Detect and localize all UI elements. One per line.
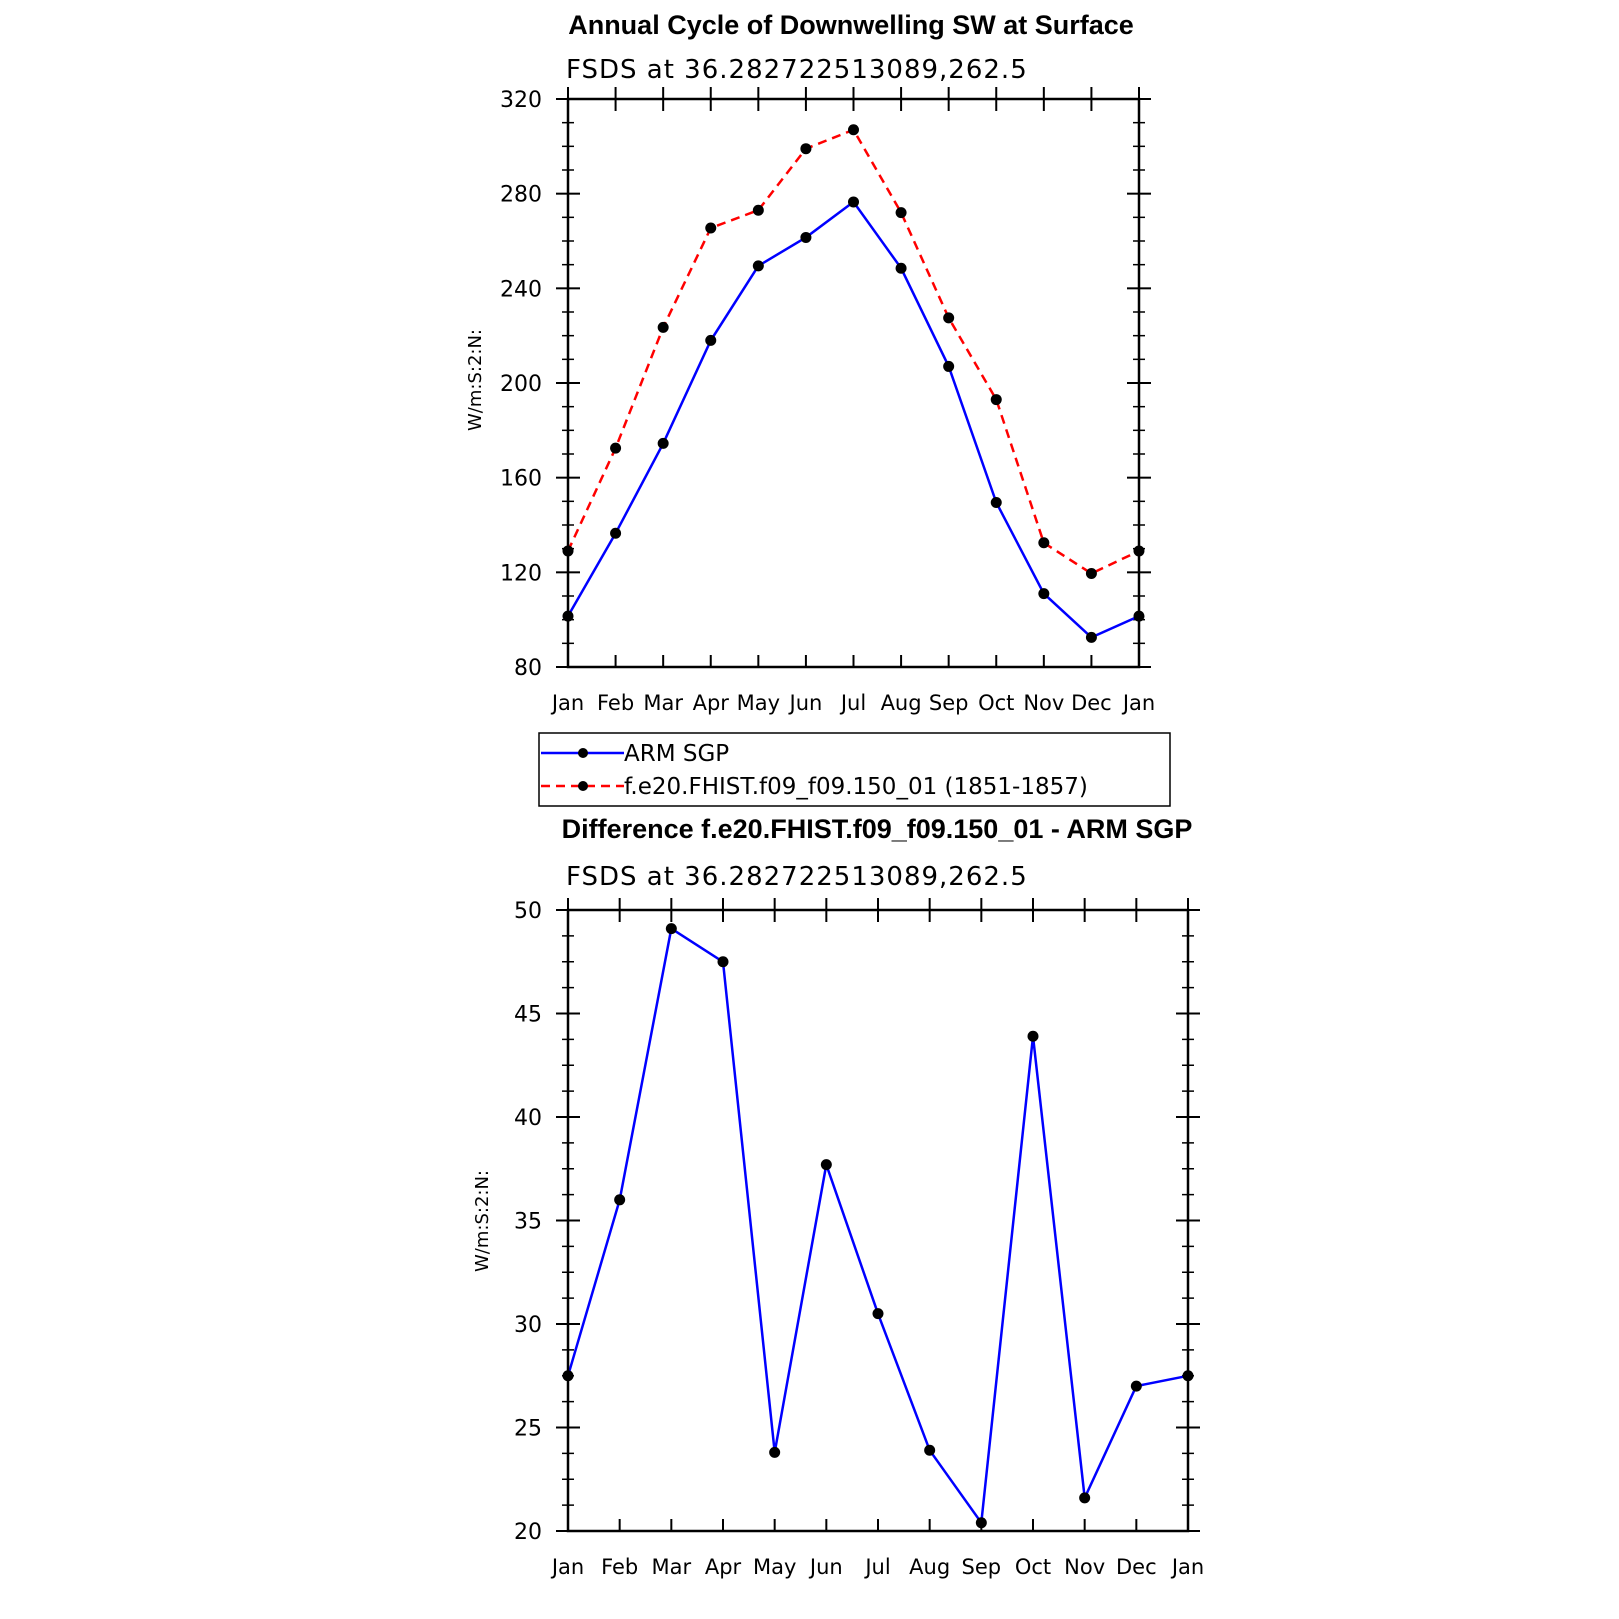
chart2-xtick-label: May xyxy=(753,1555,796,1579)
chart2-series-0-point xyxy=(665,923,677,935)
chart1-ytick-label: 160 xyxy=(500,467,542,492)
chart1-xtick-label: Nov xyxy=(1023,691,1064,715)
chart1-xtick-label: Apr xyxy=(693,691,730,715)
chart1-xtick-label: Oct xyxy=(978,691,1014,715)
chart1-series-1-point xyxy=(895,207,907,219)
chart1-series-1-point xyxy=(705,222,717,234)
chart2-series-0-point xyxy=(1027,1030,1039,1042)
chart2-series-0-point xyxy=(769,1446,781,1458)
chart1-series-0-point xyxy=(800,231,812,243)
chart2-xtick-label: Apr xyxy=(705,1555,742,1579)
chart1-series-0-point xyxy=(990,497,1002,509)
chart2-ytick-label: 30 xyxy=(514,1313,542,1338)
chart2-series-0-point xyxy=(975,1517,987,1529)
legend-box xyxy=(538,732,1171,807)
chart2-series-0-point xyxy=(924,1444,936,1456)
chart1-series-0-point xyxy=(848,196,859,208)
chart1-tick-labels: Jan Feb Mar Apr May Jun Jul Aug Sep Oct Nov Dec Jan 8… xyxy=(500,88,1155,715)
chart1-ytick-label: 120 xyxy=(500,561,542,586)
chart1-series-0-point xyxy=(895,262,907,274)
chart1-xtick-label: May xyxy=(737,691,780,715)
chart1-series-0-point xyxy=(610,527,622,539)
chart2-series-0-point xyxy=(872,1308,884,1320)
chart2-xtick-label: Sep xyxy=(962,1555,1002,1579)
chart2-series xyxy=(562,923,1194,1529)
chart2-ytick-label: 45 xyxy=(514,1003,542,1028)
chart1-series xyxy=(562,124,1145,643)
chart2-ticks xyxy=(556,898,1200,1532)
chart2-ytick-label: 35 xyxy=(514,1210,542,1235)
chart1-series-0-point xyxy=(657,437,669,449)
chart1-ytick-label: 80 xyxy=(514,656,542,681)
chart2-series-0-point xyxy=(1130,1380,1142,1392)
chart2-xtick-label: Jun xyxy=(808,1555,843,1579)
chart1-xtick-label: Sep xyxy=(929,691,969,715)
chart1-series-line-1 xyxy=(566,128,1140,575)
chart2-subtitle: FSDS at 36.282722513089,262.5 xyxy=(566,862,1028,892)
chart2-xtick-label: Feb xyxy=(601,1555,638,1579)
legend-label-model: f.e20.FHIST.f09_f09.150_01 (1851-1857) xyxy=(624,774,1088,800)
chart1-ytick-label: 280 xyxy=(500,183,542,208)
legend-marker-model xyxy=(578,781,588,791)
chart1-series-1-point xyxy=(848,124,859,136)
chart1-ytick-label: 240 xyxy=(500,277,542,302)
chart1-ytick-label: 320 xyxy=(500,88,542,113)
chart1-series-1-point xyxy=(800,143,812,155)
chart1-xtick-label: Mar xyxy=(643,691,683,715)
legend-marker-arm xyxy=(578,748,588,758)
chart2-xtick-label: Aug xyxy=(909,1555,950,1579)
chart1-series-1-point xyxy=(1038,537,1050,549)
annual-cycle-chart: Annual Cycle of Downwelling SW at Surfac… xyxy=(465,10,1155,715)
chart1-subtitle: FSDS at 36.282722513089,262.5 xyxy=(566,55,1028,85)
chart1-ticks xyxy=(556,87,1151,668)
chart1-xtick-label: Jul xyxy=(839,691,866,715)
chart2-xtick-label: Jan xyxy=(550,1555,584,1579)
chart2-xtick-label: Mar xyxy=(652,1555,692,1579)
chart2-plot-frame xyxy=(566,908,1190,1533)
chart1-ylabel: W/m:S:2:N: xyxy=(465,329,486,431)
chart1-title: Annual Cycle of Downwelling SW at Surfac… xyxy=(568,10,1134,40)
chart2-series-0-point xyxy=(1079,1492,1091,1504)
chart1-series-1-point xyxy=(657,321,669,333)
chart2-series-0-point xyxy=(717,956,729,968)
chart1-xtick-label: Jan xyxy=(1121,691,1155,715)
chart1-legend: ARM SGP f.e20.FHIST.f09_f09.150_01 (1851… xyxy=(538,732,1171,807)
chart2-ylabel: W/m:S:2:N: xyxy=(472,1170,493,1272)
chart2-xtick-label: Jan xyxy=(1170,1555,1204,1579)
chart2-tick-labels: Jan Feb Mar Apr May Jun Jul Aug Sep Oct Nov Dec Jan 2… xyxy=(514,899,1204,1579)
chart1-series-0-point xyxy=(705,334,717,346)
chart1-series-1-point xyxy=(1085,568,1097,580)
chart1-series-0-point xyxy=(943,360,955,372)
chart2-ytick-label: 50 xyxy=(514,899,542,924)
chart1-series-1-point xyxy=(990,394,1002,406)
difference-chart: Difference f.e20.FHIST.f09_f09.150_01 - … xyxy=(472,814,1204,1579)
chart2-series-0-point xyxy=(820,1159,832,1171)
chart1-series-line-0 xyxy=(566,200,1140,639)
chart1-series-1-point xyxy=(943,312,955,324)
chart1-series-0-point xyxy=(752,260,764,272)
chart1-xtick-label: Aug xyxy=(881,691,922,715)
chart1-series-0-point xyxy=(1038,588,1050,600)
chart2-xtick-label: Dec xyxy=(1116,1555,1157,1579)
chart2-xtick-label: Nov xyxy=(1064,1555,1105,1579)
chart2-series-line-0 xyxy=(566,926,1189,1527)
chart2-series-0-point xyxy=(614,1194,626,1206)
chart2-ytick-label: 25 xyxy=(514,1417,542,1442)
chart1-xtick-label: Jun xyxy=(788,691,823,715)
chart1-plot-frame xyxy=(566,97,1141,669)
chart1-xtick-label: Feb xyxy=(597,691,634,715)
chart2-xtick-label: Jul xyxy=(863,1555,890,1579)
chart2-ytick-label: 20 xyxy=(514,1520,542,1545)
chart2-xtick-label: Oct xyxy=(1015,1555,1051,1579)
chart1-series-0-point xyxy=(1085,631,1097,643)
chart1-series-1-point xyxy=(752,204,764,216)
chart2-title: Difference f.e20.FHIST.f09_f09.150_01 - … xyxy=(562,814,1193,844)
legend-label-arm: ARM SGP xyxy=(624,741,729,767)
chart1-xtick-label: Jan xyxy=(550,691,584,715)
chart1-series-1-point xyxy=(610,442,622,454)
chart1-ytick-label: 200 xyxy=(500,372,542,397)
chart1-xtick-label: Dec xyxy=(1071,691,1112,715)
chart2-ytick-label: 40 xyxy=(514,1106,542,1131)
